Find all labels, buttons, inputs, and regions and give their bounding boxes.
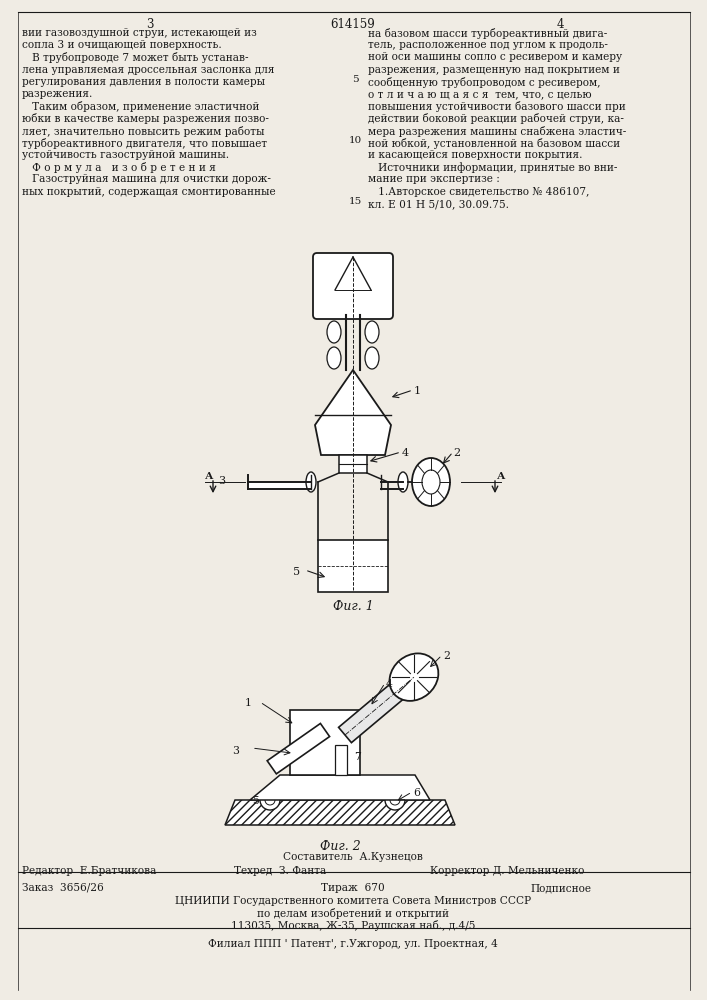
Text: Источники информации, принятые во вни-: Источники информации, принятые во вни- <box>368 162 617 173</box>
Text: 7: 7 <box>354 752 361 762</box>
Text: 15: 15 <box>349 197 361 206</box>
Circle shape <box>265 795 275 805</box>
Text: сопла 3 и очищающей поверхность.: сопла 3 и очищающей поверхность. <box>22 40 222 50</box>
FancyBboxPatch shape <box>313 253 393 319</box>
Text: юбки в качестве камеры разрежения позво-: юбки в качестве камеры разрежения позво- <box>22 113 269 124</box>
Text: Редактор  Е.Братчикова: Редактор Е.Братчикова <box>22 866 156 876</box>
Ellipse shape <box>412 458 450 506</box>
Text: устойчивость газоструйной машины.: устойчивость газоструйной машины. <box>22 150 229 160</box>
Text: Подписное: Подписное <box>530 883 591 893</box>
Text: 2: 2 <box>453 448 460 458</box>
Circle shape <box>390 795 400 805</box>
Text: тель, расположенное под углом к продоль-: тель, расположенное под углом к продоль- <box>368 40 608 50</box>
Text: на базовом шасси турбореактивный двига-: на базовом шасси турбореактивный двига- <box>368 28 607 39</box>
Text: А: А <box>205 472 214 481</box>
Text: ной юбкой, установленной на базовом шасси: ной юбкой, установленной на базовом шасс… <box>368 138 620 149</box>
Text: Заказ  3656/26: Заказ 3656/26 <box>22 883 104 893</box>
Text: Фиг. 2: Фиг. 2 <box>320 840 361 853</box>
Text: лена управляемая дроссельная заслонка для: лена управляемая дроссельная заслонка дл… <box>22 65 274 75</box>
Text: повышения устойчивости базового шасси при: повышения устойчивости базового шасси пр… <box>368 101 626 112</box>
Text: 1: 1 <box>414 386 421 396</box>
Text: Техред  З. Фанта: Техред З. Фанта <box>234 866 326 876</box>
Text: Филиал ППП ' Патент', г.Ужгород, ул. Проектная, 4: Филиал ППП ' Патент', г.Ужгород, ул. Про… <box>208 939 498 949</box>
Ellipse shape <box>390 653 438 701</box>
Text: по делам изобретений и открытий: по делам изобретений и открытий <box>257 908 449 919</box>
Text: 113035, Москва, Ж-35, Раушская наб., д.4/5: 113035, Москва, Ж-35, Раушская наб., д.4… <box>230 920 475 931</box>
Text: 5: 5 <box>252 796 259 806</box>
Text: 5: 5 <box>293 567 300 577</box>
Text: ляет, значительно повысить режим работы: ляет, значительно повысить режим работы <box>22 126 264 137</box>
Bar <box>335 745 347 775</box>
Bar <box>318 540 388 592</box>
Text: 3: 3 <box>146 18 153 31</box>
Text: 3: 3 <box>232 746 239 756</box>
Text: 4: 4 <box>556 18 563 31</box>
Text: Фиг. 1: Фиг. 1 <box>332 600 373 613</box>
Text: Составитель  А.Кузнецов: Составитель А.Кузнецов <box>283 852 423 862</box>
Text: разрежения, размещенную над покрытием и: разрежения, размещенную над покрытием и <box>368 65 620 75</box>
Text: ных покрытий, содержащая смонтированные: ных покрытий, содержащая смонтированные <box>22 187 276 197</box>
Ellipse shape <box>422 470 440 494</box>
Text: 6: 6 <box>413 788 420 798</box>
Circle shape <box>385 790 405 810</box>
Text: о т л и ч а ю щ а я с я  тем, что, с целью: о т л и ч а ю щ а я с я тем, что, с цель… <box>368 89 592 99</box>
Polygon shape <box>250 775 430 800</box>
Polygon shape <box>339 669 421 743</box>
Text: 1: 1 <box>245 698 252 708</box>
Ellipse shape <box>398 472 408 492</box>
Text: 10: 10 <box>349 136 361 145</box>
Ellipse shape <box>365 321 379 343</box>
Text: Тираж  670: Тираж 670 <box>321 883 385 893</box>
Text: 4: 4 <box>386 679 393 689</box>
Bar <box>290 710 360 775</box>
Text: турбореактивного двигателя, что повышает: турбореактивного двигателя, что повышает <box>22 138 267 149</box>
Polygon shape <box>225 800 455 825</box>
Text: 3: 3 <box>218 476 225 486</box>
Text: В трубопроводе 7 может быть устанав-: В трубопроводе 7 может быть устанав- <box>22 52 248 63</box>
Text: 614159: 614159 <box>331 18 375 31</box>
Text: Таким образом, применение эластичной: Таким образом, применение эластичной <box>22 101 259 112</box>
Text: 4: 4 <box>402 448 409 458</box>
Bar <box>339 455 367 473</box>
Text: мера разрежения машины снабжена эластич-: мера разрежения машины снабжена эластич- <box>368 126 626 137</box>
Text: вии газовоздушной струи, истекающей из: вии газовоздушной струи, истекающей из <box>22 28 257 38</box>
Polygon shape <box>267 723 329 774</box>
Text: 2: 2 <box>443 651 450 661</box>
Text: ЦНИИПИ Государственного комитета Совета Министров СССР: ЦНИИПИ Государственного комитета Совета … <box>175 896 531 906</box>
Circle shape <box>260 790 280 810</box>
Ellipse shape <box>327 347 341 369</box>
Ellipse shape <box>327 321 341 343</box>
Text: 5: 5 <box>351 75 358 84</box>
Text: ной оси машины сопло с ресивером и камеру: ной оси машины сопло с ресивером и камер… <box>368 52 622 62</box>
Text: разрежения.: разрежения. <box>22 89 93 99</box>
Text: мание при экспертизе :: мание при экспертизе : <box>368 174 500 184</box>
Text: Ф о р м у л а   и з о б р е т е н и я: Ф о р м у л а и з о б р е т е н и я <box>22 162 216 173</box>
Ellipse shape <box>306 472 316 492</box>
Text: сообщенную трубопроводом с ресивером,: сообщенную трубопроводом с ресивером, <box>368 77 600 88</box>
Text: 1.Авторское свидетельство № 486107,: 1.Авторское свидетельство № 486107, <box>368 187 590 197</box>
Text: и касающейся поверхности покрытия.: и касающейся поверхности покрытия. <box>368 150 583 160</box>
Text: Газоструйная машина для очистки дорож-: Газоструйная машина для очистки дорож- <box>22 174 271 184</box>
Text: Корректор Д. Мельниченко: Корректор Д. Мельниченко <box>430 866 585 876</box>
Text: кл. Е 01 Н 5/10, 30.09.75.: кл. Е 01 Н 5/10, 30.09.75. <box>368 199 509 209</box>
Text: действии боковой реакции рабочей струи, ка-: действии боковой реакции рабочей струи, … <box>368 113 624 124</box>
Ellipse shape <box>365 347 379 369</box>
Text: А: А <box>497 472 506 481</box>
Polygon shape <box>315 370 391 455</box>
Text: регулирования давления в полости камеры: регулирования давления в полости камеры <box>22 77 265 87</box>
